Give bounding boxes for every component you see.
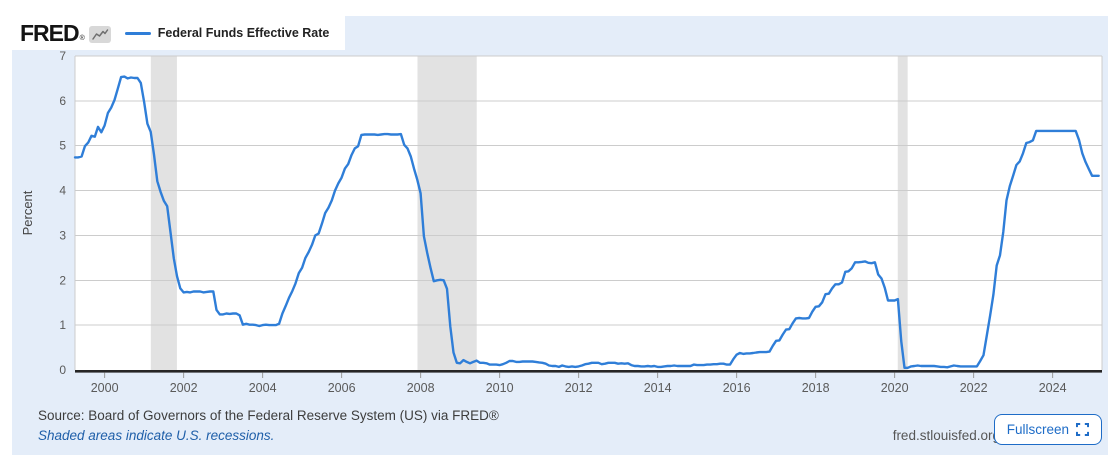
x-tick-label: 2006 xyxy=(328,381,356,395)
y-tick-label: 4 xyxy=(59,184,66,198)
fred-logo-text: FRED xyxy=(20,20,80,46)
recession-band xyxy=(417,56,477,370)
x-tick-label: 2016 xyxy=(723,381,751,395)
source-text: Source: Board of Governors of the Federa… xyxy=(38,408,499,423)
chart-canvas: 0 1 2 3 4 5 6 7 2000 2002 2004 2006 2008 2010 2012 2014… xyxy=(20,49,1103,395)
fred-graph-card: FRED ® Federal Funds Effective Rate 0 1 2 3… xyxy=(12,16,1108,455)
recession-band xyxy=(897,56,908,370)
chart-header: FRED ® Federal Funds Effective Rate xyxy=(12,16,345,50)
fullscreen-button[interactable]: Fullscreen xyxy=(993,414,1102,445)
fred-logo-chart-icon xyxy=(88,26,111,43)
x-tick-label: 2004 xyxy=(249,381,277,395)
x-axis-line xyxy=(75,370,1102,373)
recession-band xyxy=(150,56,177,370)
plot-area[interactable] xyxy=(75,56,1102,370)
x-tick-label: 2022 xyxy=(960,381,988,395)
x-tick-label: 2012 xyxy=(565,381,593,395)
x-tick-label: 2020 xyxy=(881,381,909,395)
fullscreen-button-label: Fullscreen xyxy=(1006,422,1069,437)
y-tick-label: 7 xyxy=(59,49,66,63)
fullscreen-icon xyxy=(1076,423,1089,436)
y-tick-label: 2 xyxy=(59,273,66,287)
fred-logo-registered-mark: ® xyxy=(79,35,85,42)
x-tick-label: 2010 xyxy=(486,381,514,395)
y-axis-title: Percent xyxy=(20,190,35,235)
y-tick-label: 6 xyxy=(59,94,66,108)
y-tick-label: 3 xyxy=(59,228,66,242)
fred-domain-text: fred.stlouisfed.org xyxy=(892,428,1000,443)
series-line-federal-funds-rate xyxy=(73,75,1100,369)
y-tick-label: 1 xyxy=(59,318,66,332)
x-tick-label: 2024 xyxy=(1039,381,1067,395)
x-tick-label: 2000 xyxy=(91,381,119,395)
fred-logo-link[interactable]: FRED ® xyxy=(20,20,111,46)
y-tick-label: 5 xyxy=(59,139,66,153)
x-tick-label: 2002 xyxy=(170,381,198,395)
legend-item-federal-funds-rate[interactable]: Federal Funds Effective Rate xyxy=(124,26,330,40)
legend-label: Federal Funds Effective Rate xyxy=(157,26,330,40)
y-tick-label: 0 xyxy=(59,363,66,377)
x-tick-label: 2014 xyxy=(644,381,672,395)
legend-line-swatch xyxy=(124,31,151,35)
x-tick-label: 2008 xyxy=(407,381,435,395)
recessions-note-link[interactable]: Shaded areas indicate U.S. recessions. xyxy=(38,428,275,443)
x-tick-label: 2018 xyxy=(802,381,830,395)
